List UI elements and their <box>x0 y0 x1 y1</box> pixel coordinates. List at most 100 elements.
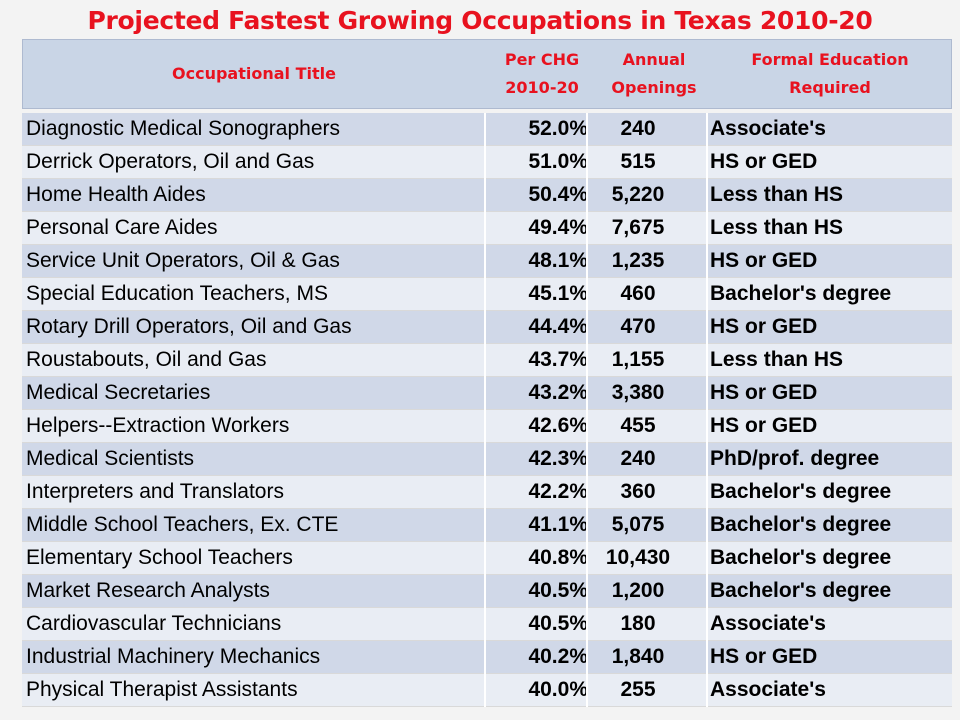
annual-openings-cell: 1,235 <box>611 249 665 272</box>
education-required-cell: HS or GED <box>710 150 818 173</box>
percent-change-cell: 44.4% <box>528 315 588 338</box>
education-required-cell: HS or GED <box>710 381 818 404</box>
occupation-title-cell: Medical Secretaries <box>26 381 211 404</box>
education-required-cell: Less than HS <box>710 216 844 239</box>
occupation-title-cell: Interpreters and Translators <box>26 480 284 503</box>
annual-openings-cell: 10,430 <box>605 546 671 569</box>
annual-openings-cell: 3,380 <box>611 381 665 404</box>
table-row: Rotary Drill Operators, Oil and Gas 44.4%… <box>22 311 952 344</box>
table-row: Interpreters and Translators 42.2% 360 Bach… <box>22 476 952 509</box>
header-education-line2: Required <box>789 78 871 97</box>
percent-change-cell: 45.1% <box>528 282 588 305</box>
percent-change-cell: 41.1% <box>528 513 588 536</box>
percent-change-cell: 43.2% <box>528 381 588 404</box>
education-required-cell: Bachelor's degree <box>710 480 892 503</box>
annual-openings-cell: 255 <box>620 678 656 701</box>
annual-openings-cell: 515 <box>620 150 656 173</box>
percent-change-cell: 49.4% <box>528 216 588 239</box>
percent-change-cell: 51.0% <box>528 150 588 173</box>
table-row: Industrial Machinery Mechanics 40.2% 1,840… <box>22 641 952 674</box>
table-row: Cardiovascular Technicians 40.5% 180 Associ… <box>22 608 952 641</box>
table-row: Personal Care Aides 49.4% 7,675 Less than H… <box>22 212 952 245</box>
column-divider <box>586 113 588 707</box>
table-row: Derrick Operators, Oil and Gas 51.0% 515 HS… <box>22 146 952 179</box>
percent-change-cell: 52.0% <box>528 117 588 140</box>
occupation-title-cell: Industrial Machinery Mechanics <box>26 645 321 668</box>
education-required-cell: Bachelor's degree <box>710 579 892 602</box>
table-row: Medical Scientists 42.3% 240 PhD/prof. degr… <box>22 443 952 476</box>
annual-openings-cell: 180 <box>620 612 656 635</box>
header-occupational-title-label: Occupational Title <box>172 64 336 83</box>
education-required-cell: Bachelor's degree <box>710 513 892 536</box>
education-required-cell: PhD/prof. degree <box>710 447 880 470</box>
table-row: Middle School Teachers, Ex. CTE 41.1% 5,07… <box>22 509 952 542</box>
header-annual-openings: Annual Openings <box>599 40 709 108</box>
education-required-cell: HS or GED <box>710 249 818 272</box>
table-header: Occupational Title Per CHG 2010-20 Annua… <box>22 39 952 109</box>
header-annual-line2: Openings <box>611 78 697 97</box>
education-required-cell: Associate's <box>710 612 826 635</box>
occupation-title-cell: Personal Care Aides <box>26 216 218 239</box>
header-per-chg-line1: Per CHG <box>504 50 580 69</box>
education-required-cell: Associate's <box>710 678 826 701</box>
page-title: Projected Fastest Growing Occupations in… <box>87 6 873 35</box>
education-required-cell: Associate's <box>710 117 826 140</box>
annual-openings-cell: 455 <box>620 414 656 437</box>
occupation-title-cell: Cardiovascular Technicians <box>26 612 282 635</box>
table-row: Market Research Analysts 40.5% 1,200 Bachel… <box>22 575 952 608</box>
table-row: Diagnostic Medical Sonographers 52.0% 240 A… <box>22 113 952 146</box>
table-row: Helpers--Extraction Workers 42.6% 455 HS or… <box>22 410 952 443</box>
table-row: Home Health Aides 50.4% 5,220 Less than HS <box>22 179 952 212</box>
annual-openings-cell: 240 <box>620 447 656 470</box>
percent-change-cell: 43.7% <box>528 348 588 371</box>
occupation-title-cell: Service Unit Operators, Oil & Gas <box>26 249 340 272</box>
annual-openings-cell: 360 <box>620 480 656 503</box>
percent-change-cell: 50.4% <box>528 183 588 206</box>
occupation-title-cell: Helpers--Extraction Workers <box>26 414 290 437</box>
annual-openings-cell: 470 <box>620 315 656 338</box>
percent-change-cell: 48.1% <box>528 249 588 272</box>
percent-change-cell: 40.8% <box>528 546 588 569</box>
header-education-line1: Formal Education <box>751 50 909 69</box>
percent-change-cell: 40.5% <box>528 579 588 602</box>
annual-openings-cell: 1,155 <box>611 348 665 371</box>
annual-openings-cell: 7,675 <box>611 216 665 239</box>
header-per-chg: Per CHG 2010-20 <box>485 40 599 108</box>
occupation-title-cell: Elementary School Teachers <box>26 546 293 569</box>
occupation-title-cell: Roustabouts, Oil and Gas <box>26 348 267 371</box>
percent-change-cell: 42.3% <box>528 447 588 470</box>
education-required-cell: Less than HS <box>710 348 844 371</box>
occupation-title-cell: Physical Therapist Assistants <box>26 678 298 701</box>
table-row: Service Unit Operators, Oil & Gas 48.1% 1,… <box>22 245 952 278</box>
education-required-cell: HS or GED <box>710 645 818 668</box>
column-divider <box>484 113 486 707</box>
occupation-title-cell: Medical Scientists <box>26 447 195 470</box>
occupation-title-cell: Home Health Aides <box>26 183 206 206</box>
percent-change-cell: 42.6% <box>528 414 588 437</box>
occupation-title-cell: Middle School Teachers, Ex. CTE <box>26 513 339 536</box>
education-required-cell: Bachelor's degree <box>710 282 892 305</box>
occupation-title-cell: Diagnostic Medical Sonographers <box>26 117 341 140</box>
annual-openings-cell: 460 <box>620 282 656 305</box>
header-per-chg-line2: 2010-20 <box>505 78 579 97</box>
occupation-title-cell: Special Education Teachers, MS <box>26 282 328 305</box>
occupation-title-cell: Derrick Operators, Oil and Gas <box>26 150 315 173</box>
occupation-title-cell: Market Research Analysts <box>26 579 270 602</box>
table-row: Special Education Teachers, MS 45.1% 460 Ba… <box>22 278 952 311</box>
occupation-title-cell: Rotary Drill Operators, Oil and Gas <box>26 315 352 338</box>
table-row: Medical Secretaries 43.2% 3,380 HS or GED <box>22 377 952 410</box>
header-occupational-title: Occupational Title <box>23 40 485 108</box>
percent-change-cell: 40.2% <box>528 645 588 668</box>
occupations-table: Diagnostic Medical Sonographers 52.0% 240 A… <box>22 113 952 707</box>
table-row: Roustabouts, Oil and Gas 43.7% 1,155 Less t… <box>22 344 952 377</box>
percent-change-cell: 40.0% <box>528 678 588 701</box>
percent-change-cell: 42.2% <box>528 480 588 503</box>
column-divider <box>706 113 708 707</box>
annual-openings-cell: 5,220 <box>611 183 665 206</box>
annual-openings-cell: 5,075 <box>611 513 665 536</box>
percent-change-cell: 40.5% <box>528 612 588 635</box>
header-education: Formal Education Required <box>709 40 951 108</box>
annual-openings-cell: 1,200 <box>611 579 665 602</box>
table-row: Physical Therapist Assistants 40.0% 255 Ass… <box>22 674 952 707</box>
annual-openings-cell: 1,840 <box>611 645 665 668</box>
